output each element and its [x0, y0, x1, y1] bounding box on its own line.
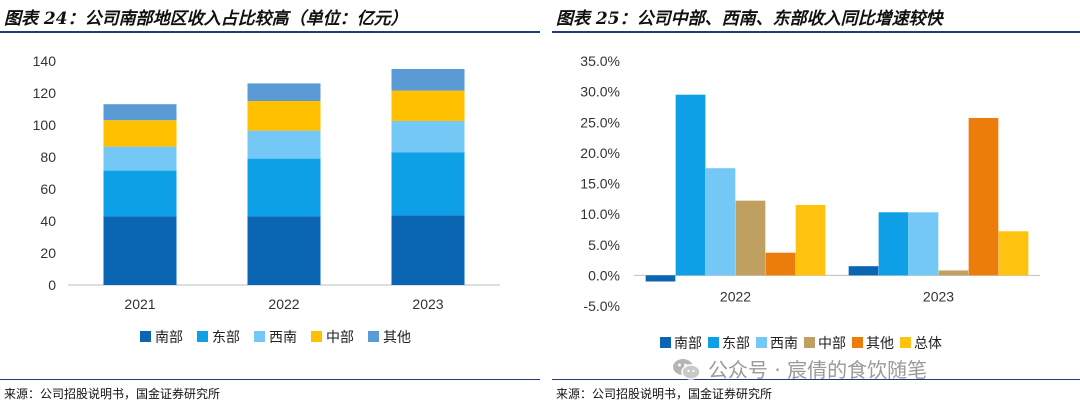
bar-2022-东部 [675, 94, 706, 276]
bar-2021-其他 [103, 104, 177, 121]
y-tick-label-1: 0.0% [588, 267, 620, 283]
left-chart-panel: 图表 24：公司南部地区收入占比较高（单位：亿元） 0 20 40 60 80 100 12… [0, 9, 540, 401]
legend-label-其他: 其他 [866, 336, 894, 352]
bar-2023-总体 [998, 231, 1029, 276]
bar-2022-东部 [247, 158, 321, 217]
watermark-text: 公众号 · 宸倩的食饮随笔 [708, 358, 928, 382]
legend-label-中部: 中部 [818, 336, 846, 352]
bar-2021-中部 [103, 120, 177, 147]
y-tick-label-6: 120 [33, 85, 57, 101]
legend-swatch-东部 [197, 331, 208, 342]
right-source-rule [552, 379, 1080, 380]
bar-2023-中部 [938, 270, 969, 276]
x-tick-label-2023: 2023 [923, 288, 954, 304]
legend-swatch-东部 [708, 337, 719, 348]
legend-label-东部: 东部 [722, 336, 750, 352]
legend-swatch-南部 [660, 337, 671, 348]
x-tick-label-2021: 2021 [124, 296, 155, 312]
watermark: 公众号 · 宸倩的食饮随笔 [672, 354, 927, 383]
y-tick-label-5: 20.0% [580, 145, 620, 161]
bar-2022-南部 [247, 216, 321, 285]
bar-2023-南部 [391, 215, 465, 285]
legend-swatch-西南 [756, 337, 767, 348]
bar-2023-西南 [908, 212, 939, 276]
x-tick-label-2023: 2023 [412, 296, 443, 312]
y-tick-label-5: 100 [33, 117, 57, 133]
bar-2022-其他 [247, 83, 321, 101]
legend-swatch-南部 [140, 331, 151, 342]
legend-swatch-中部 [311, 331, 322, 342]
left-stacked-bar-chart: 0 20 40 60 80 100 120 140 2021 2022 2023 南部 东部 西南 中部 其他 [33, 53, 500, 346]
y-tick-label-3: 10.0% [580, 206, 620, 222]
right-chart-source: 来源：公司招股说明书，国金证券研究所 [556, 387, 773, 401]
right-growth-bar-chart: -5.0% 0.0% 5.0% 10.0% 15.0% 20.0% 25.0% 30.0% 35… [580, 53, 1040, 352]
wechat-icon [673, 358, 701, 380]
y-tick-label-0: -5.0% [583, 298, 620, 314]
y-tick-label-3: 60 [40, 181, 56, 197]
y-tick-label-4: 80 [40, 149, 56, 165]
legend-label-中部: 中部 [326, 330, 354, 346]
y-tick-label-0: 0 [48, 277, 56, 293]
y-tick-label-2: 5.0% [588, 237, 620, 253]
left-chart-source: 来源：公司招股说明书，国金证券研究所 [4, 387, 221, 401]
bar-2023-其他 [968, 117, 999, 276]
bar-2022-西南 [705, 168, 736, 276]
bar-2022-中部 [735, 200, 766, 276]
y-tick-label-4: 15.0% [580, 176, 620, 192]
bar-2022-其他 [765, 252, 796, 276]
right-title-rule [552, 31, 1080, 33]
y-tick-label-7: 30.0% [580, 84, 620, 100]
legend-label-东部: 东部 [212, 330, 240, 346]
right-chart-panel: 图表 25：公司中部、西南、东部收入同比增速较快 -5.0% 0.0% 5.0% 10… [552, 0, 1080, 417]
bar-2023-南部 [848, 266, 879, 276]
legend-swatch-其他 [368, 331, 379, 342]
legend-swatch-西南 [254, 331, 265, 342]
bar-2023-其他 [391, 69, 465, 91]
legend-label-西南: 西南 [770, 336, 798, 352]
y-tick-label-7: 140 [33, 53, 57, 69]
legend-label-总体: 总体 [914, 336, 942, 352]
bar-2022-南部 [645, 275, 676, 282]
bar-2023-西南 [391, 121, 465, 153]
bar-2022-中部 [247, 101, 321, 131]
legend-swatch-其他 [852, 337, 863, 348]
bar-2021-东部 [103, 170, 177, 217]
y-tick-label-8: 35.0% [580, 53, 620, 69]
bar-2022-西南 [247, 130, 321, 159]
legend-label-其他: 其他 [383, 330, 411, 346]
bar-2023-东部 [391, 152, 465, 216]
left-source-rule [0, 379, 540, 380]
legend-swatch-中部 [804, 337, 815, 348]
x-tick-label-2022: 2022 [268, 296, 299, 312]
bar-2021-西南 [103, 146, 177, 171]
y-tick-label-6: 25.0% [580, 114, 620, 130]
left-title-rule [0, 31, 540, 33]
legend-label-南部: 南部 [674, 336, 702, 352]
y-tick-label-2: 40 [40, 213, 56, 229]
bar-2023-中部 [391, 90, 465, 121]
legend-label-西南: 西南 [269, 330, 297, 346]
legend-label-南部: 南部 [155, 330, 183, 346]
left-chart-title: 图表 24：公司南部地区收入占比较高（单位：亿元） [4, 9, 408, 29]
legend-swatch-总体 [900, 337, 911, 348]
bar-2021-南部 [103, 216, 177, 285]
bar-2023-东部 [878, 212, 909, 276]
bar-2022-总体 [795, 204, 826, 276]
y-tick-label-1: 20 [40, 245, 56, 261]
x-tick-label-2022: 2022 [720, 288, 751, 304]
right-chart-title: 图表 25：公司中部、西南、东部收入同比增速较快 [556, 9, 943, 29]
